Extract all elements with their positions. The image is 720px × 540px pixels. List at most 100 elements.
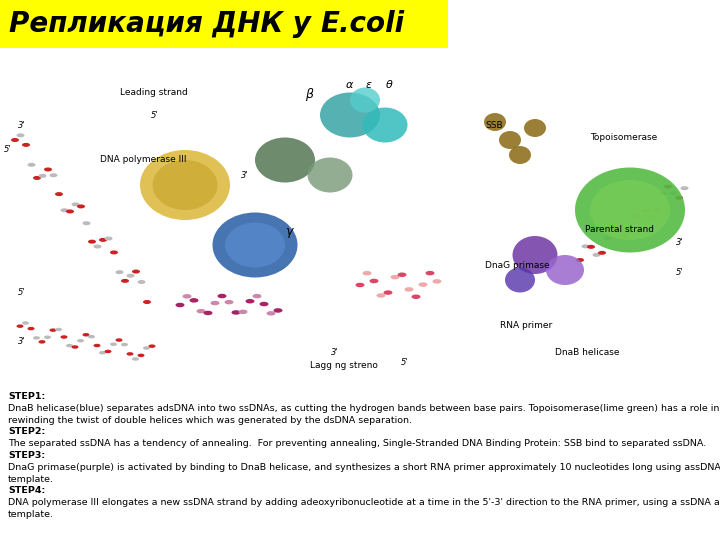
Ellipse shape xyxy=(369,279,379,284)
Ellipse shape xyxy=(22,321,29,325)
Ellipse shape xyxy=(587,245,595,249)
Ellipse shape xyxy=(412,294,420,299)
Ellipse shape xyxy=(350,87,380,112)
Text: 3': 3' xyxy=(241,171,249,180)
Text: STEP3:: STEP3: xyxy=(8,451,45,460)
Text: Parental strand: Parental strand xyxy=(585,225,654,234)
Ellipse shape xyxy=(115,270,124,274)
Ellipse shape xyxy=(132,357,139,361)
Ellipse shape xyxy=(575,167,685,253)
Ellipse shape xyxy=(590,180,670,240)
Ellipse shape xyxy=(99,351,106,354)
Text: template.: template. xyxy=(8,510,54,519)
Ellipse shape xyxy=(148,345,156,348)
Text: 5': 5' xyxy=(18,288,26,297)
Ellipse shape xyxy=(44,167,52,172)
Text: 5': 5' xyxy=(676,268,684,277)
Ellipse shape xyxy=(138,354,145,357)
Ellipse shape xyxy=(99,238,107,242)
Ellipse shape xyxy=(127,274,135,278)
Ellipse shape xyxy=(104,350,112,353)
Ellipse shape xyxy=(27,327,35,330)
Ellipse shape xyxy=(397,273,407,277)
Ellipse shape xyxy=(83,333,89,336)
Ellipse shape xyxy=(11,138,19,142)
Text: DNA polymerase III elongates a new ssDNA strand by adding adeoxyribonucleotide a: DNA polymerase III elongates a new ssDNA… xyxy=(8,498,720,507)
Ellipse shape xyxy=(609,224,617,228)
Text: $\varepsilon$: $\varepsilon$ xyxy=(365,80,373,90)
Ellipse shape xyxy=(110,251,118,254)
Ellipse shape xyxy=(55,328,62,331)
Text: template.: template. xyxy=(8,475,54,484)
Ellipse shape xyxy=(246,299,254,303)
Ellipse shape xyxy=(362,107,408,143)
Ellipse shape xyxy=(274,308,282,313)
Ellipse shape xyxy=(143,346,150,350)
Ellipse shape xyxy=(127,352,133,356)
Ellipse shape xyxy=(664,185,672,188)
Ellipse shape xyxy=(88,240,96,244)
Text: 5': 5' xyxy=(151,111,159,120)
Ellipse shape xyxy=(44,335,51,339)
Ellipse shape xyxy=(204,310,212,315)
Ellipse shape xyxy=(104,237,112,240)
Ellipse shape xyxy=(433,279,441,284)
Text: DnaB helicase: DnaB helicase xyxy=(555,348,619,357)
Text: Lagg ng streno: Lagg ng streno xyxy=(310,361,378,370)
Ellipse shape xyxy=(60,208,68,212)
Ellipse shape xyxy=(33,176,41,180)
Text: Topoisomerase: Topoisomerase xyxy=(590,133,657,142)
Text: The separated ssDNA has a tendency of annealing.  For preventing annealing, Sing: The separated ssDNA has a tendency of an… xyxy=(8,439,706,448)
Bar xyxy=(0,48,720,380)
Ellipse shape xyxy=(110,342,117,346)
Ellipse shape xyxy=(212,213,297,278)
Ellipse shape xyxy=(143,300,151,304)
Ellipse shape xyxy=(636,204,644,208)
Text: 3': 3' xyxy=(18,121,26,130)
Ellipse shape xyxy=(138,280,145,284)
Ellipse shape xyxy=(189,298,199,302)
Text: STEP1:: STEP1: xyxy=(8,392,45,401)
Ellipse shape xyxy=(426,271,434,275)
Ellipse shape xyxy=(384,291,392,295)
Text: RNA primer: RNA primer xyxy=(500,321,552,330)
Text: SSB: SSB xyxy=(485,121,503,130)
Text: E.coli: E.coli xyxy=(320,10,405,38)
Ellipse shape xyxy=(614,227,623,231)
Ellipse shape xyxy=(266,311,276,315)
Ellipse shape xyxy=(217,294,227,298)
Ellipse shape xyxy=(626,230,634,234)
Ellipse shape xyxy=(253,294,261,299)
Ellipse shape xyxy=(680,186,688,190)
Ellipse shape xyxy=(153,160,217,210)
Ellipse shape xyxy=(176,303,184,307)
Text: DnaG primase(purple) is activated by binding to DnaB helicase, and synthesizes a: DnaG primase(purple) is activated by bin… xyxy=(8,463,720,472)
Ellipse shape xyxy=(38,174,47,178)
Text: DnaG primase: DnaG primase xyxy=(485,261,549,270)
Ellipse shape xyxy=(513,236,557,274)
Ellipse shape xyxy=(647,215,655,219)
Ellipse shape xyxy=(94,344,101,347)
Ellipse shape xyxy=(66,210,74,213)
Ellipse shape xyxy=(390,275,400,279)
Text: STEP2:: STEP2: xyxy=(8,427,45,436)
Text: DNA polymerase III: DNA polymerase III xyxy=(100,155,186,164)
Ellipse shape xyxy=(653,208,661,212)
Ellipse shape xyxy=(225,300,233,305)
Ellipse shape xyxy=(505,267,535,293)
Ellipse shape xyxy=(115,338,122,342)
Ellipse shape xyxy=(675,196,683,200)
Ellipse shape xyxy=(71,345,78,349)
Text: Репликация ДНК у: Репликация ДНК у xyxy=(9,10,320,38)
Ellipse shape xyxy=(255,138,315,183)
Ellipse shape xyxy=(377,293,385,298)
Text: 5': 5' xyxy=(4,145,12,154)
Ellipse shape xyxy=(418,282,428,287)
Ellipse shape xyxy=(55,192,63,196)
Text: rewinding the twist of double helices which was generated by the dsDNA separatio: rewinding the twist of double helices wh… xyxy=(8,416,412,424)
Bar xyxy=(0,0,448,48)
Text: 5': 5' xyxy=(401,358,409,367)
Ellipse shape xyxy=(620,234,628,238)
Ellipse shape xyxy=(66,344,73,347)
Text: 3': 3' xyxy=(331,348,339,357)
